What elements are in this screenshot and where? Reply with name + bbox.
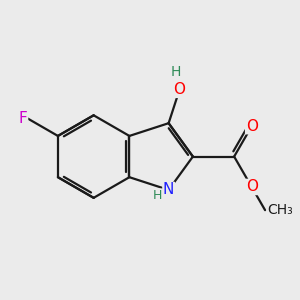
- Text: H: H: [153, 189, 162, 202]
- Text: O: O: [246, 179, 258, 194]
- Text: CH₃: CH₃: [267, 203, 293, 217]
- Text: O: O: [246, 119, 258, 134]
- Text: O: O: [173, 82, 185, 97]
- Text: N: N: [163, 182, 174, 197]
- Text: F: F: [19, 111, 28, 126]
- Text: H: H: [170, 65, 181, 79]
